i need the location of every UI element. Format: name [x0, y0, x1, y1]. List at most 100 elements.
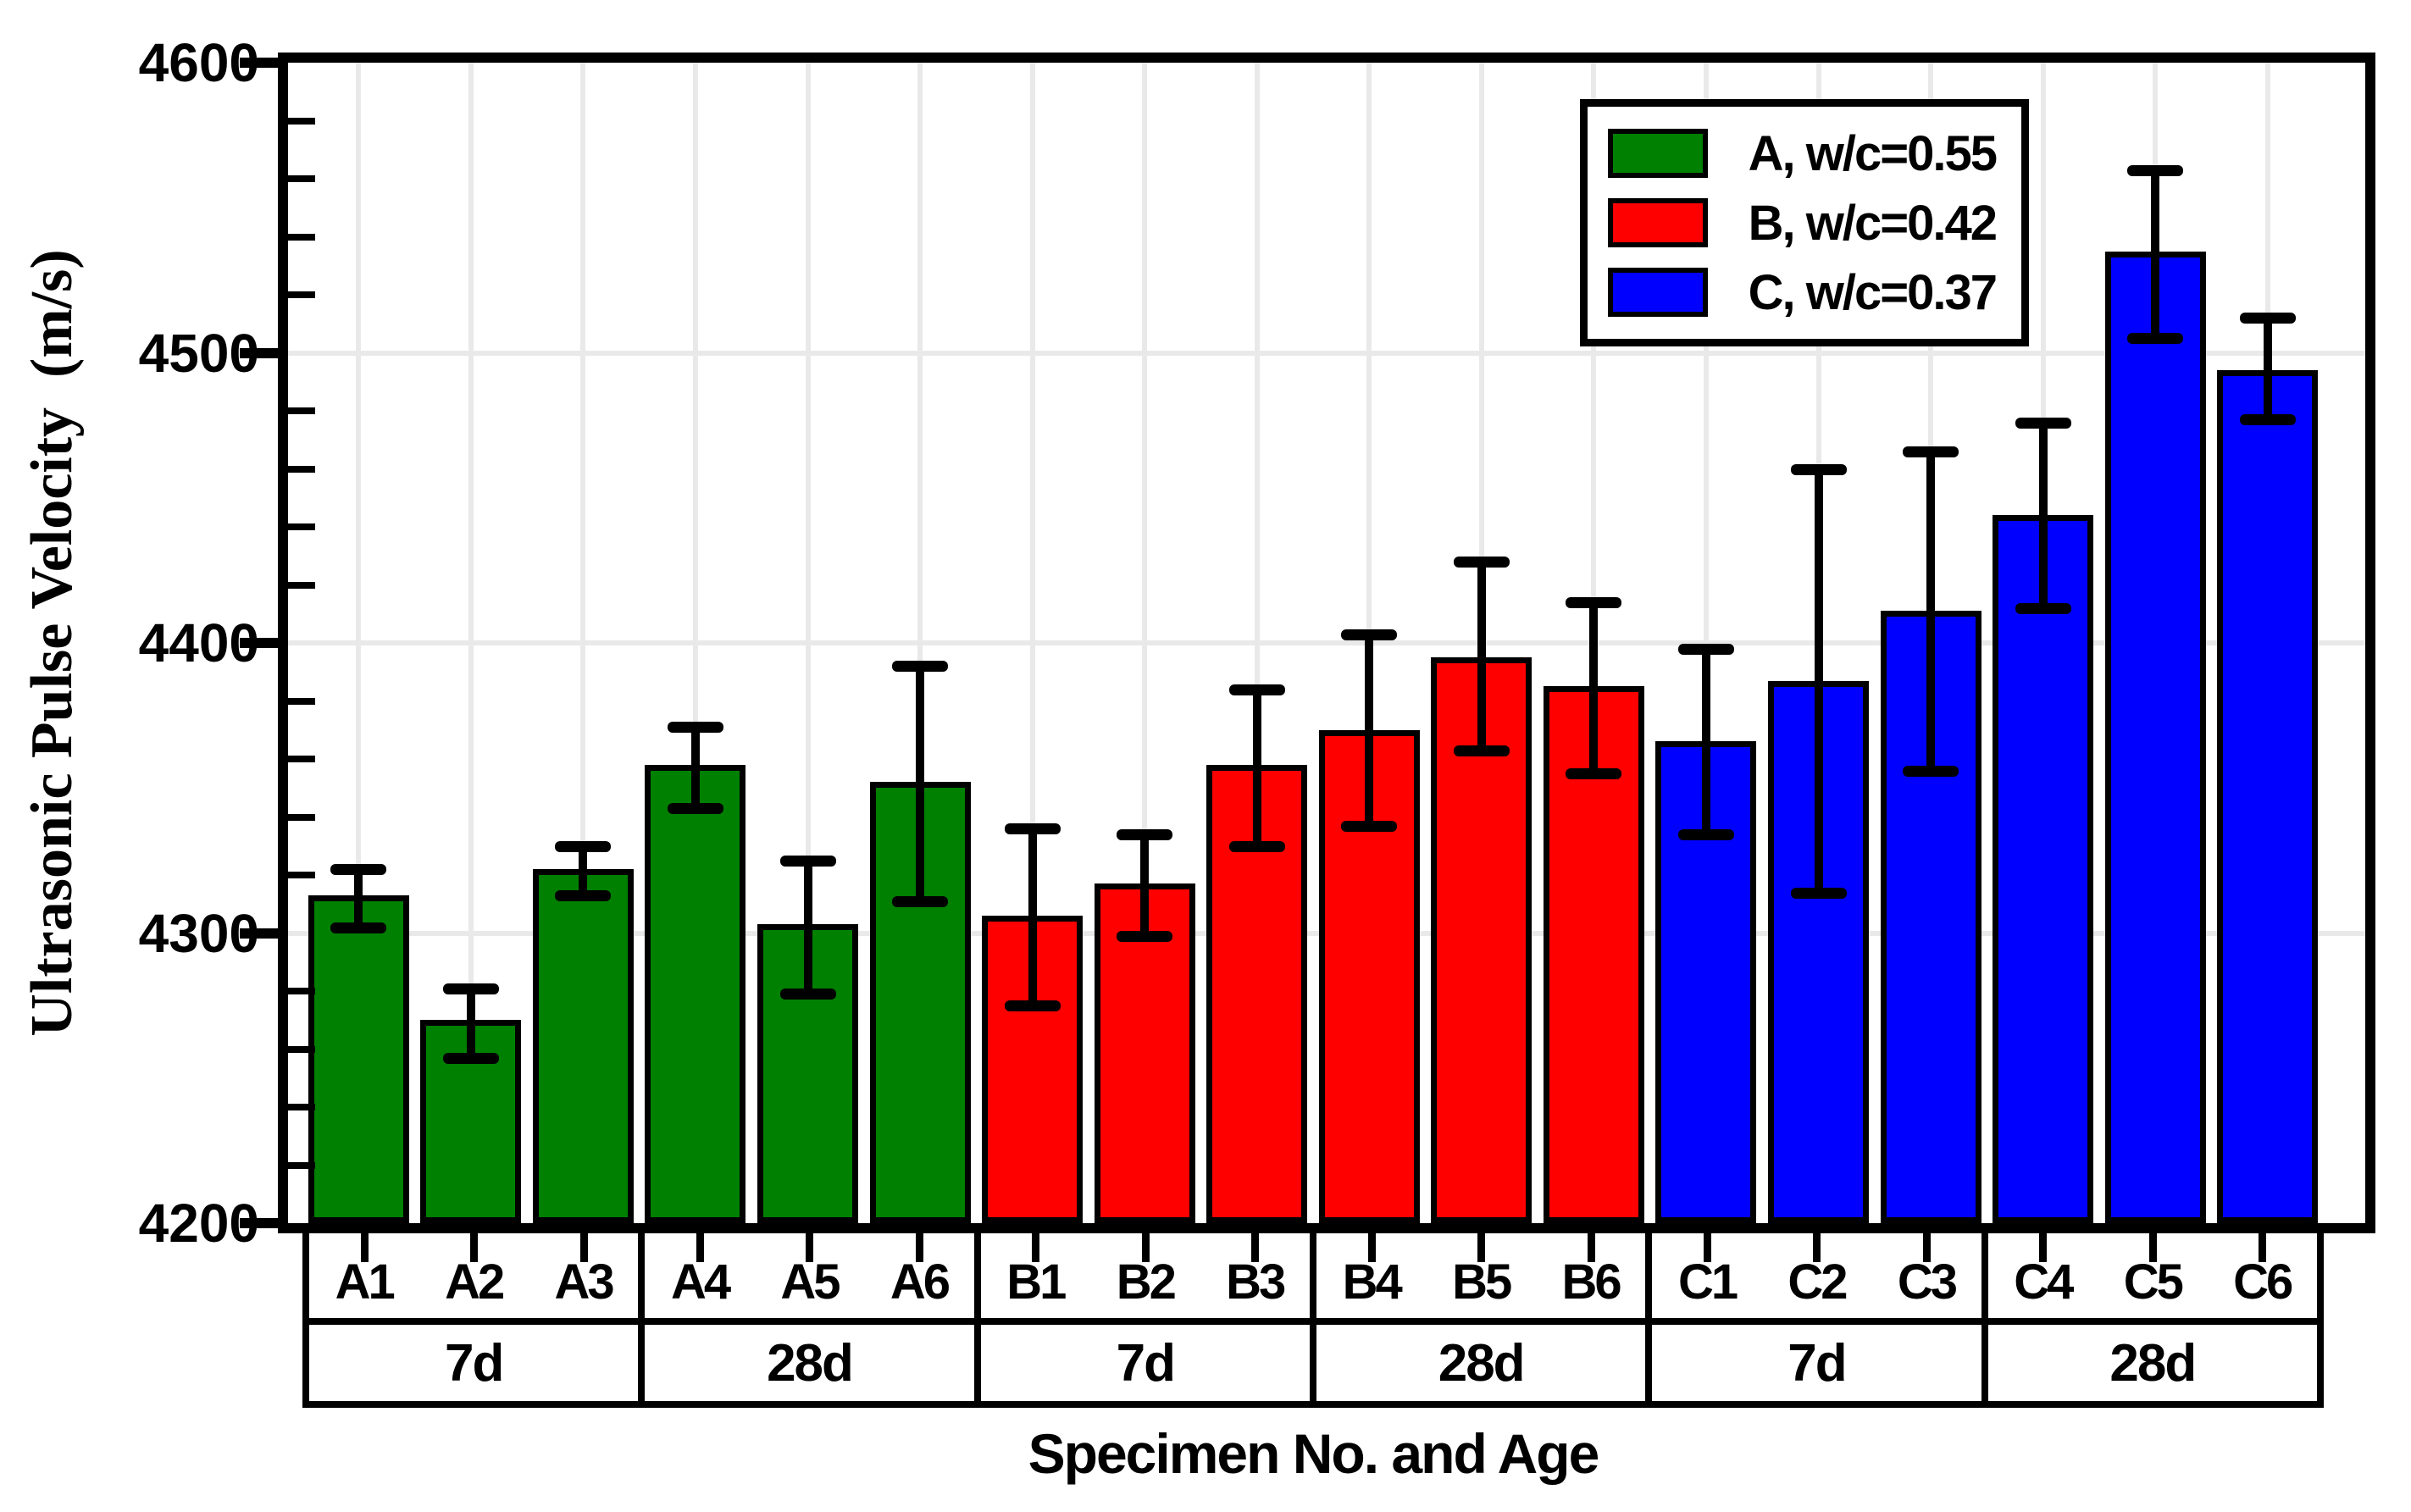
error-cap-high-C1 — [1677, 643, 1734, 655]
y-minor-tick-4220 — [288, 1161, 315, 1169]
error-cap-high-A1 — [330, 864, 387, 876]
error-stem-C6 — [2263, 318, 2272, 420]
age-cell-3: 28d — [1309, 1325, 1645, 1401]
plot-frame — [278, 53, 2375, 1233]
error-stem-A3 — [579, 845, 588, 895]
error-cap-low-B2 — [1117, 930, 1173, 942]
y-major-tick-4300 — [240, 928, 278, 939]
x-tick-B6 — [1587, 1233, 1595, 1262]
x-tick-label-C5: C5 — [2123, 1254, 2184, 1310]
error-cap-high-B2 — [1117, 829, 1173, 841]
x-tick-A3 — [579, 1233, 588, 1262]
error-stem-B6 — [1589, 602, 1599, 774]
age-cell-5: 28d — [1981, 1325, 2317, 1401]
specimen-cell-1: A4 A5 A6 — [638, 1233, 973, 1318]
error-stem-C3 — [1926, 451, 1936, 771]
bar-A4 — [645, 764, 746, 1223]
error-cap-low-C3 — [1903, 765, 1959, 777]
error-cap-low-B6 — [1566, 768, 1622, 780]
age-group-label: 28d — [2109, 1333, 2197, 1393]
y-major-tick-4400 — [240, 638, 278, 648]
error-cap-high-C2 — [1790, 463, 1847, 475]
x-tick-C6 — [2259, 1233, 2267, 1262]
y-minor-tick-4340 — [288, 813, 315, 821]
y-minor-tick-4380 — [288, 697, 315, 705]
error-stem-A6 — [916, 666, 925, 901]
x-tick-A4 — [696, 1233, 705, 1262]
age-cell-1: 28d — [638, 1325, 973, 1401]
error-cap-high-A2 — [442, 983, 499, 994]
y-minor-tick-4540 — [288, 233, 315, 241]
x-tick-label-C4: C4 — [2014, 1254, 2074, 1310]
x-tick-B1 — [1032, 1233, 1040, 1262]
legend-label-1: B, w/c=0.42 — [1748, 195, 1998, 251]
specimen-cell-0: A1 A2 A3 — [309, 1233, 638, 1318]
x-tick-label-B1: B1 — [1006, 1254, 1067, 1310]
y-minor-tick-4440 — [288, 523, 315, 530]
error-cap-high-C3 — [1903, 446, 1959, 457]
specimen-cell-2: B1 B2 B3 — [973, 1233, 1310, 1318]
error-cap-high-A4 — [667, 722, 723, 734]
gridline-v-A4 — [692, 63, 698, 1223]
error-cap-high-A6 — [892, 661, 949, 673]
y-minor-tick-4420 — [288, 581, 315, 589]
x-tick-C4 — [2039, 1233, 2048, 1262]
error-bars-layer — [288, 63, 2365, 1223]
error-cap-low-A4 — [667, 803, 723, 815]
error-cap-high-B4 — [1341, 629, 1398, 640]
error-stem-B1 — [1028, 828, 1037, 1006]
error-cap-low-A2 — [442, 1052, 499, 1064]
error-stem-C5 — [2151, 169, 2160, 339]
x-tick-label-A6: A6 — [890, 1254, 951, 1310]
x-tick-label-B3: B3 — [1226, 1254, 1286, 1310]
x-tick-label-C3: C3 — [1897, 1254, 1958, 1310]
bar-C4 — [1993, 515, 2094, 1223]
error-stem-C4 — [2038, 422, 2048, 608]
specimen-cell-4: C1 C2 C3 — [1645, 1233, 1981, 1318]
legend-label-0: A, w/c=0.55 — [1748, 125, 1998, 181]
legend-row-2: C, w/c=0.37 — [1588, 258, 2021, 327]
gridline-v-A1 — [356, 63, 362, 1223]
bar-A3 — [532, 869, 634, 1223]
bar-C6 — [2217, 370, 2319, 1223]
y-tick-label-4200: 4200 — [138, 1193, 259, 1254]
age-cell-0: 7d — [309, 1325, 638, 1401]
gridline-v-A5 — [805, 63, 811, 1223]
x-tick-C5 — [2148, 1233, 2157, 1262]
y-tick-label-4600: 4600 — [138, 32, 259, 93]
specimen-cell-3: B4 B5 B6 — [1309, 1233, 1645, 1318]
age-group-label: 28d — [767, 1333, 854, 1393]
error-cap-low-A6 — [892, 895, 949, 907]
error-stem-C1 — [1701, 648, 1710, 835]
y-minor-tick-4580 — [288, 117, 315, 125]
y-minor-tick-4560 — [288, 175, 315, 182]
error-stem-B3 — [1252, 689, 1261, 846]
error-cap-high-A3 — [555, 840, 612, 852]
x-tick-B5 — [1477, 1233, 1486, 1262]
error-cap-low-A1 — [330, 922, 387, 933]
error-stem-C2 — [1814, 468, 1823, 893]
age-group-label: 28d — [1438, 1333, 1526, 1393]
error-cap-low-A5 — [779, 989, 836, 1000]
error-cap-low-C5 — [2127, 333, 2184, 345]
x-tick-A5 — [806, 1233, 814, 1262]
x-axis-title: Specimen No. and Age — [1028, 1422, 1600, 1485]
legend-swatch-0 — [1608, 129, 1708, 178]
x-tick-label-A5: A5 — [780, 1254, 840, 1310]
y-minor-tick-4460 — [288, 465, 315, 473]
gridline-v-B3 — [1254, 63, 1260, 1223]
legend-row-0: A, w/c=0.55 — [1588, 119, 2021, 188]
y-major-tick-4600 — [240, 58, 278, 68]
x-tick-B4 — [1367, 1233, 1376, 1262]
bars-layer — [288, 63, 2365, 1223]
error-stem-B5 — [1477, 562, 1486, 750]
gridline-v-A3 — [580, 63, 586, 1223]
plot-area — [288, 63, 2365, 1223]
x-tick-A2 — [470, 1233, 479, 1262]
gridline-h-4500 — [288, 350, 2365, 356]
legend-row-1: B, w/c=0.42 — [1588, 188, 2021, 258]
error-cap-low-B1 — [1004, 1000, 1061, 1012]
age-group-label: 7d — [1116, 1333, 1176, 1393]
y-minor-tick-4260 — [288, 1045, 315, 1053]
